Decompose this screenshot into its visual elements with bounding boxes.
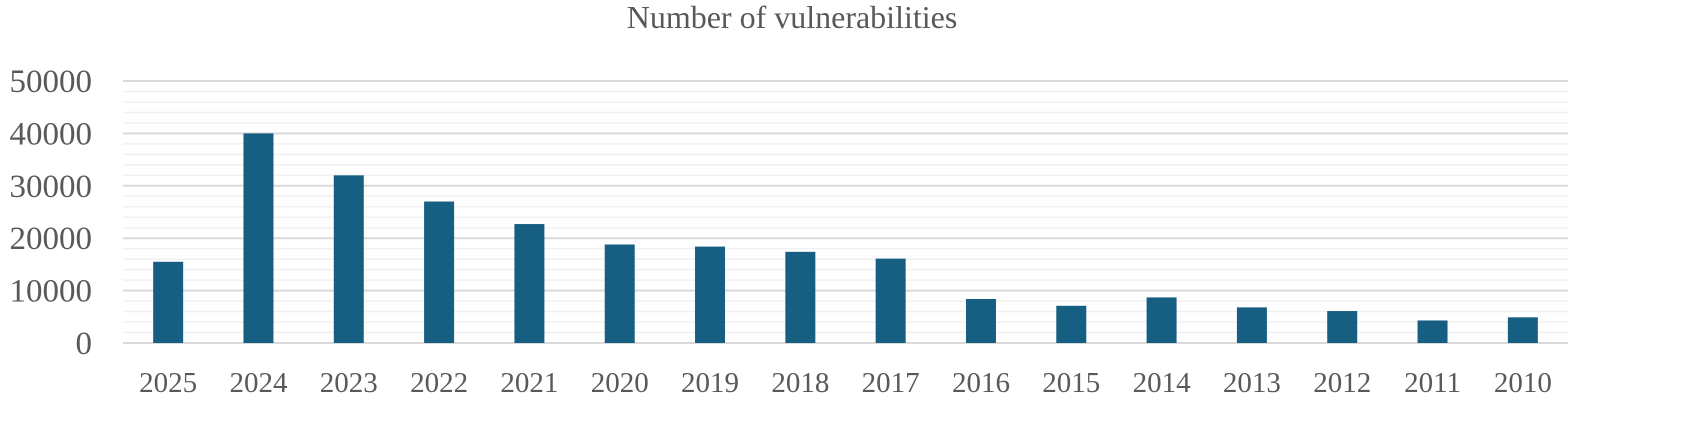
bars	[153, 133, 1538, 343]
bar-2016	[965, 298, 996, 343]
bar-2010	[1507, 317, 1538, 343]
x-tick-label: 2010	[1494, 367, 1552, 399]
x-tick-label: 2020	[591, 367, 649, 399]
y-tick-label: 30000	[10, 169, 93, 205]
bar-2015	[1056, 305, 1087, 343]
x-tick-label: 2022	[410, 367, 468, 399]
x-tick-label: 2011	[1404, 367, 1461, 399]
bar-2025	[153, 261, 184, 343]
bar-2014	[1146, 297, 1177, 343]
x-tick-label: 2014	[1133, 367, 1192, 399]
x-tick-label: 2023	[320, 367, 378, 399]
y-tick-label: 20000	[10, 221, 93, 257]
bar-2023	[333, 175, 364, 343]
y-tick-label: 10000	[10, 274, 93, 310]
bar-2018	[785, 251, 816, 343]
x-tick-label: 2015	[1042, 367, 1100, 399]
x-tick-label: 2017	[862, 367, 920, 399]
bar-2021	[514, 224, 545, 343]
x-tick-label: 2013	[1223, 367, 1281, 399]
bar-2017	[875, 258, 906, 343]
x-tick-label: 2019	[681, 367, 739, 399]
x-tick-label: 2024	[229, 367, 288, 399]
bar-2020	[604, 244, 635, 343]
bar-2022	[424, 201, 455, 343]
gridlines	[123, 80, 1568, 344]
y-tick-label: 0	[76, 326, 93, 362]
x-tick-label: 2012	[1313, 367, 1371, 399]
bar-2011	[1417, 320, 1448, 343]
x-tick-label: 2021	[500, 367, 558, 399]
y-axis-ticks: 0 10000 20000 30000 40000 50000	[10, 64, 93, 362]
x-tick-label: 2016	[952, 367, 1010, 399]
chart-title: Number of vulnerabilities	[627, 0, 958, 35]
y-tick-label: 50000	[10, 64, 93, 100]
x-axis-ticks: 2025 2024 2023 2022 2021 2020 2019 2018 2017 2016…	[139, 367, 1552, 399]
bar-2012	[1327, 311, 1358, 343]
bar-2019	[695, 246, 726, 343]
bar-2024	[243, 133, 274, 343]
x-tick-label: 2025	[139, 367, 197, 399]
x-tick-label: 2018	[771, 367, 829, 399]
y-tick-label: 40000	[10, 116, 93, 152]
bar-2013	[1236, 307, 1267, 343]
